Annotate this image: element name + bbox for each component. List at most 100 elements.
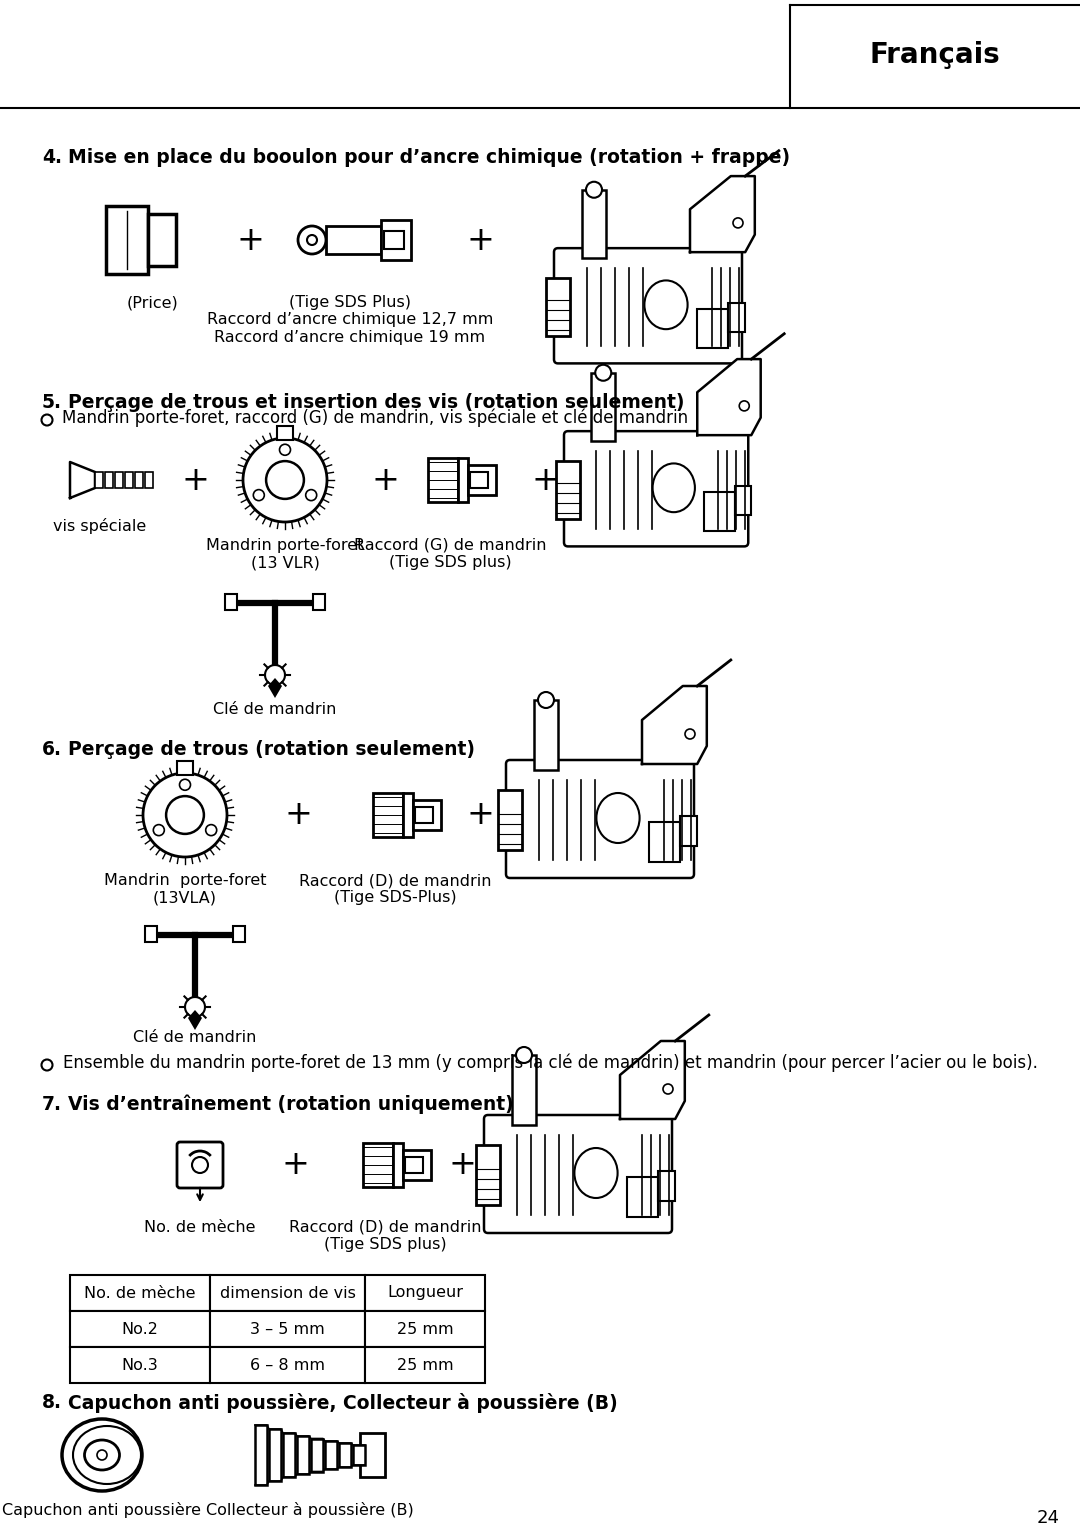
Bar [403,794,413,836]
FancyBboxPatch shape [564,431,748,546]
Bar [311,1439,323,1471]
Text: No. de mèche: No. de mèche [84,1286,195,1301]
Text: Clé de mandrin: Clé de mandrin [133,1031,257,1044]
Circle shape [41,414,53,425]
Text: +: + [448,1148,476,1182]
Circle shape [166,797,204,833]
Circle shape [595,365,611,381]
Bar [145,472,153,488]
Circle shape [739,401,750,411]
Text: Capuchon anti poussière, Collecteur à poussière (B): Capuchon anti poussière, Collecteur à po… [68,1393,618,1413]
Text: 8.: 8. [42,1393,62,1411]
Circle shape [254,489,265,500]
Bar [70,1310,210,1347]
Text: (Tige SDS Plus)
Raccord d’ancre chimique 12,7 mm
Raccord d’ancre chimique 19 mm: (Tige SDS Plus) Raccord d’ancre chimique… [206,295,494,346]
Bar [145,927,157,942]
Text: vis spéciale: vis spéciale [53,518,147,534]
Text: Ensemble du mandrin porte-foret de 13 mm (y compris la clé de mandrin) et mandri: Ensemble du mandrin porte-foret de 13 mm… [63,1053,1038,1072]
Bar [384,231,404,249]
Circle shape [516,1047,532,1063]
Bar [365,1347,485,1384]
Text: Mandrin porte-foret
(13 VLR): Mandrin porte-foret (13 VLR) [206,538,364,570]
Circle shape [307,235,318,245]
Text: Clé de mandrin: Clé de mandrin [214,702,337,717]
Bar [413,800,441,830]
Text: 7.: 7. [42,1095,62,1115]
Polygon shape [188,1011,202,1031]
Bar [210,1347,365,1384]
Text: +: + [467,223,494,257]
Circle shape [205,824,217,836]
Text: Longueur: Longueur [387,1286,463,1301]
Circle shape [266,462,303,498]
Bar [734,486,752,515]
Bar [405,1157,423,1173]
Circle shape [733,219,743,228]
Circle shape [306,489,316,500]
Circle shape [663,1084,673,1095]
Bar [698,309,728,347]
Ellipse shape [575,1148,618,1199]
Bar [556,460,580,518]
Bar [283,1433,295,1477]
Circle shape [179,780,190,790]
Text: Perçage de trous (rotation seulement): Perçage de trous (rotation seulement) [68,740,475,758]
Text: Mandrin porte-foret, raccord (G) de mandrin, vis spéciale et clé de mandrin: Mandrin porte-foret, raccord (G) de mand… [62,408,688,427]
Bar [363,1144,393,1187]
Text: +: + [284,798,312,832]
Ellipse shape [62,1419,141,1491]
FancyBboxPatch shape [507,760,694,878]
Bar [106,206,148,274]
Bar [659,1171,675,1200]
Text: Raccord (D) de mandrin
(Tige SDS-Plus): Raccord (D) de mandrin (Tige SDS-Plus) [299,873,491,905]
Polygon shape [698,359,760,436]
Bar [365,1275,485,1310]
Bar [225,593,237,610]
Bar [325,1440,337,1469]
Polygon shape [690,176,755,252]
FancyBboxPatch shape [484,1115,672,1232]
Bar [381,220,411,260]
Bar [148,214,176,266]
Bar [255,1425,267,1485]
Bar [233,927,245,942]
Bar [728,303,745,332]
Bar [649,823,680,862]
Text: dimension de vis: dimension de vis [219,1286,355,1301]
Bar [95,472,103,488]
Bar [704,492,734,531]
Bar [313,593,325,610]
Text: +: + [281,1148,309,1182]
Bar [512,1055,536,1125]
Circle shape [538,693,554,708]
Text: +: + [372,463,399,497]
Bar [353,1445,365,1465]
Bar [269,1430,281,1482]
Polygon shape [642,687,706,764]
Text: Français: Français [869,41,1000,69]
Circle shape [97,1449,107,1460]
Circle shape [298,226,326,254]
Text: 4.: 4. [42,148,62,167]
Circle shape [280,445,291,456]
Circle shape [41,1060,53,1070]
Circle shape [143,774,227,856]
Bar [591,373,616,440]
Text: +: + [467,798,494,832]
Text: 6 – 8 mm: 6 – 8 mm [249,1358,325,1373]
Text: Mandrin  porte-foret
(13VLA): Mandrin porte-foret (13VLA) [104,873,267,905]
Text: 6.: 6. [42,740,62,758]
Bar [105,472,113,488]
Text: Mise en place du booulon pour d’ancre chimique (rotation + frappe): Mise en place du booulon pour d’ancre ch… [68,148,791,167]
Bar [458,459,468,502]
FancyBboxPatch shape [177,1142,222,1188]
Bar [393,1144,403,1187]
Bar [297,1436,309,1474]
Text: +: + [237,223,264,257]
Polygon shape [70,462,95,498]
Text: 24: 24 [1037,1509,1059,1527]
Circle shape [243,437,327,521]
Bar [470,472,488,488]
Bar [468,465,496,495]
Bar [373,794,403,836]
